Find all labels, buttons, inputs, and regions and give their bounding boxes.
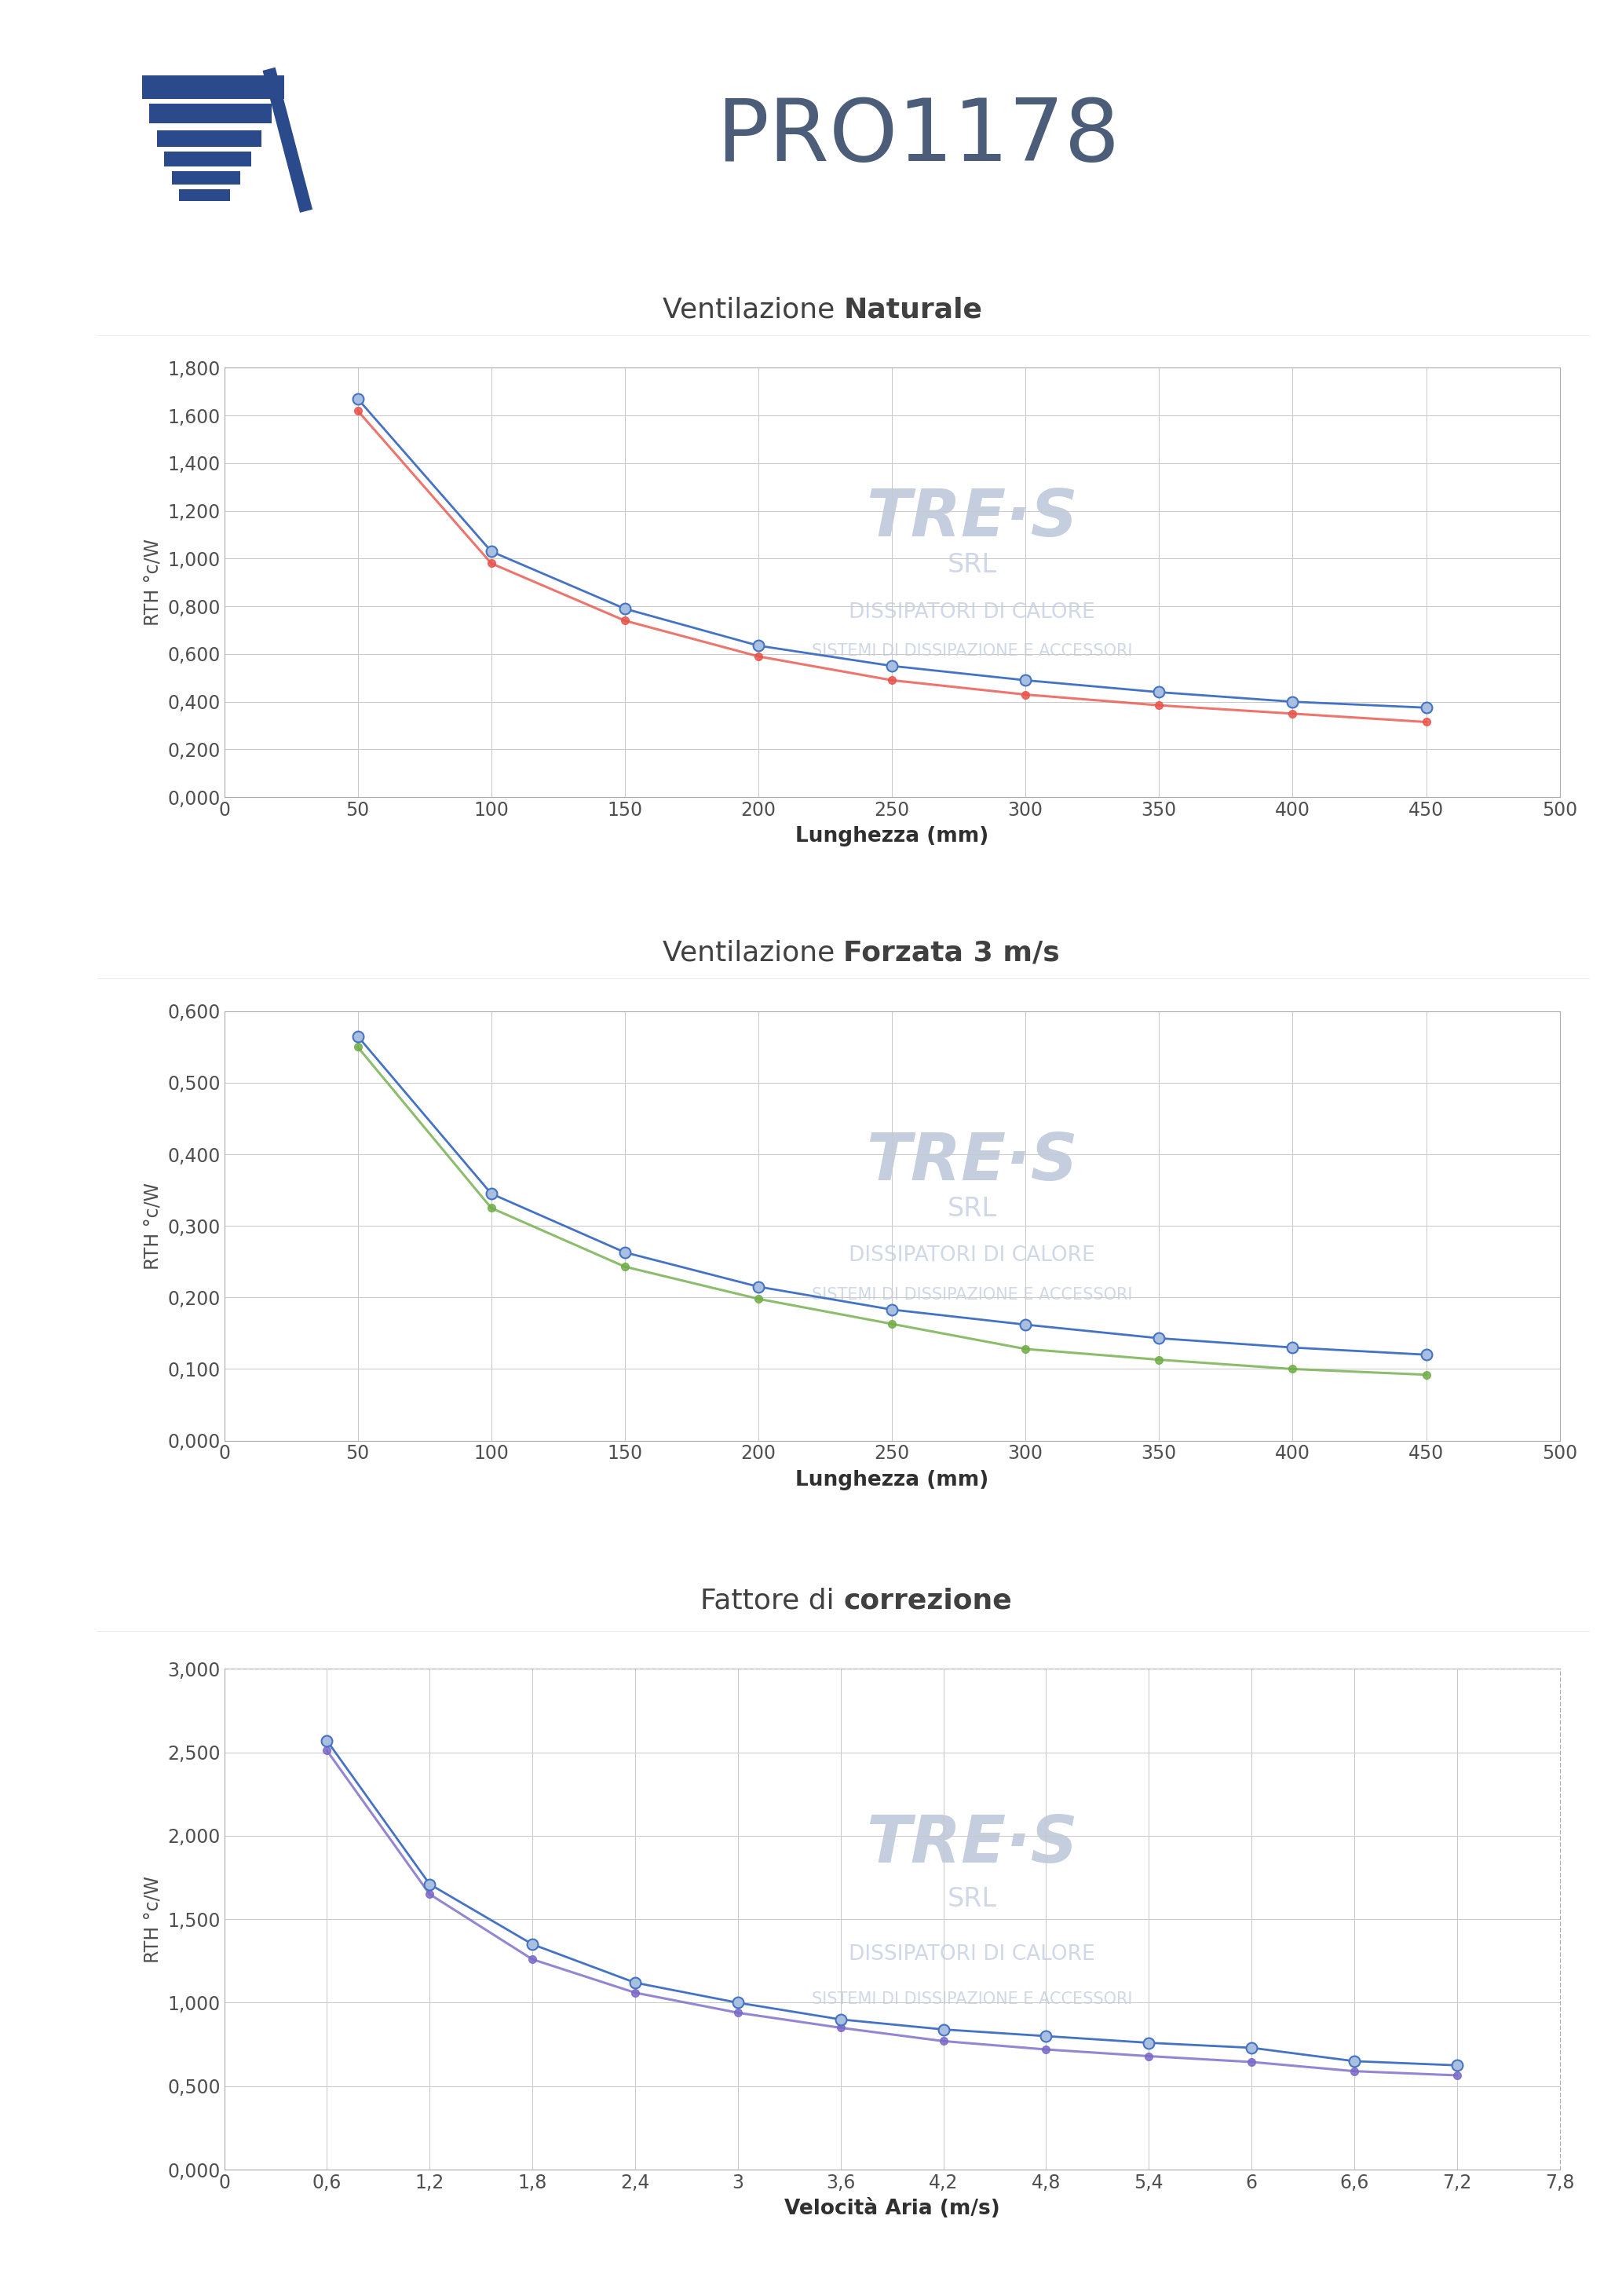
Bar: [172, 172, 240, 184]
Text: Ventilazione: Ventilazione: [662, 296, 843, 324]
Bar: [143, 76, 284, 99]
Text: Naturale: Naturale: [843, 296, 983, 324]
Bar: [164, 152, 251, 165]
Text: correzione: correzione: [843, 1587, 1012, 1614]
Text: PRO1178: PRO1178: [717, 94, 1119, 179]
Bar: [180, 191, 230, 202]
Text: Forzata 3 m/s: Forzata 3 m/s: [843, 939, 1059, 967]
Bar: [157, 131, 261, 147]
Text: Ventilazione: Ventilazione: [662, 939, 843, 967]
Bar: [149, 103, 272, 124]
Text: Fattore di: Fattore di: [701, 1587, 843, 1614]
